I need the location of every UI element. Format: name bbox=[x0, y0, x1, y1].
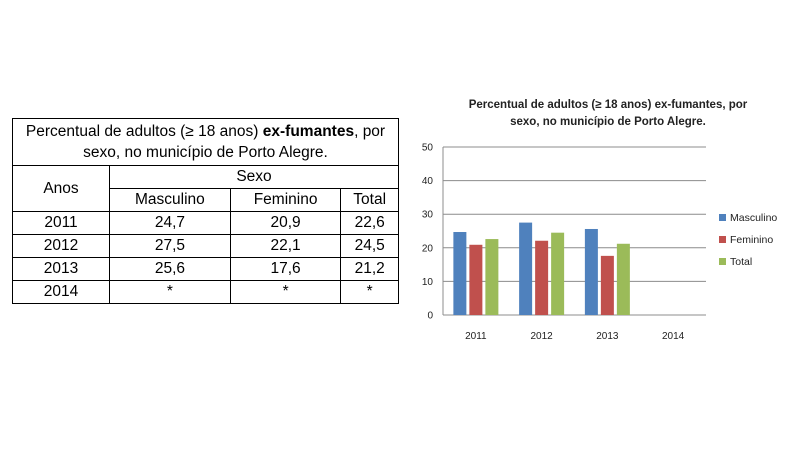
legend-swatch bbox=[719, 258, 726, 265]
x-tick-label: 2012 bbox=[531, 331, 554, 342]
cell-ano: 2012 bbox=[12, 234, 110, 258]
cell-feminino: * bbox=[229, 280, 342, 304]
bar bbox=[584, 228, 598, 315]
bar bbox=[551, 232, 565, 315]
chart-title: Percentual de adultos (≥ 18 anos) ex-fum… bbox=[428, 97, 788, 131]
caption-bold: ex-fumantes bbox=[262, 123, 355, 140]
cell-masculino: 25,6 bbox=[109, 257, 231, 281]
cell-masculino: * bbox=[109, 280, 231, 304]
y-tick-label: 20 bbox=[422, 243, 434, 254]
header-anos: Anos bbox=[12, 165, 110, 212]
table-caption: Percentual de adultos (≥ 18 anos) ex-fum… bbox=[12, 118, 399, 166]
header-total: Total bbox=[340, 188, 399, 212]
caption-part1: Percentual de adultos (≥ 18 anos) bbox=[25, 123, 263, 140]
caption-part2: , por sexo, no município de Porto Alegre… bbox=[83, 123, 386, 161]
bar bbox=[519, 222, 533, 315]
caption-row: Percentual de adultos (≥ 18 anos) ex-fum… bbox=[12, 118, 399, 166]
cell-ano: 2011 bbox=[12, 211, 110, 235]
legend-label: Total bbox=[730, 256, 752, 268]
bar bbox=[616, 243, 630, 315]
header-sexo: Sexo bbox=[109, 165, 399, 189]
legend-label: Feminino bbox=[730, 234, 773, 246]
header-masculino: Masculino bbox=[109, 188, 231, 212]
chart-title-line-2: sexo, no município de Porto Alegre. bbox=[510, 116, 706, 128]
table-row: 2012 27,5 22,1 24,5 bbox=[12, 234, 399, 258]
cell-feminino: 17,6 bbox=[229, 257, 342, 281]
x-tick-label: 2011 bbox=[465, 331, 487, 342]
chart-title-line-1: Percentual de adultos (≥ 18 anos) ex-fum… bbox=[468, 99, 748, 111]
legend-swatch bbox=[719, 236, 726, 243]
y-tick-label: 50 bbox=[422, 143, 434, 154]
x-tick-label: 2014 bbox=[662, 331, 685, 342]
cell-total: * bbox=[340, 280, 399, 304]
data-table: Percentual de adultos (≥ 18 anos) ex-fum… bbox=[12, 118, 399, 304]
header-row-2: Masculino Feminino Total bbox=[13, 188, 399, 212]
bar bbox=[600, 255, 614, 315]
table-row: 2014 * * * bbox=[12, 280, 399, 304]
y-tick-label: 0 bbox=[427, 311, 433, 322]
cell-ano: 2014 bbox=[12, 280, 110, 304]
table-row: 2013 25,6 17,6 21,2 bbox=[12, 257, 399, 281]
header-row-1: Anos Sexo bbox=[12, 165, 399, 212]
bar bbox=[485, 239, 499, 315]
x-tick-label: 2013 bbox=[596, 331, 619, 342]
y-tick-label: 10 bbox=[422, 277, 434, 288]
bar bbox=[535, 240, 549, 315]
y-tick-label: 30 bbox=[422, 210, 434, 221]
header-feminino: Feminino bbox=[229, 188, 342, 212]
legend-swatch bbox=[719, 214, 726, 221]
table-row: 2011 24,7 20,9 22,6 bbox=[12, 211, 399, 235]
bar bbox=[469, 244, 483, 315]
cell-masculino: 27,5 bbox=[109, 234, 231, 258]
cell-total: 21,2 bbox=[340, 257, 399, 281]
y-tick-label: 40 bbox=[422, 176, 434, 187]
bar bbox=[453, 232, 467, 315]
legend-label: Masculino bbox=[730, 212, 777, 224]
